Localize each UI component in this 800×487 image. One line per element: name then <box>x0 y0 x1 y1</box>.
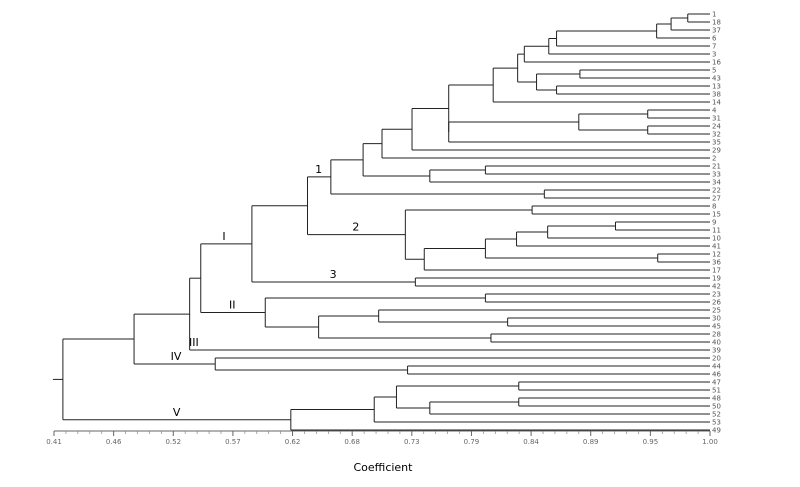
leaf-label: 28 <box>712 331 721 339</box>
leaf-label: 38 <box>712 91 721 99</box>
leaf-label: 1 <box>712 11 716 19</box>
leaf-label: 18 <box>712 19 721 27</box>
leaf-labels-layer: 1183767316543133814431243235292213334222… <box>712 11 721 435</box>
clade-label: 1 <box>315 163 322 176</box>
leaf-label: 35 <box>712 139 721 147</box>
leaf-label: 8 <box>712 203 716 211</box>
leaf-label: 4 <box>712 107 717 115</box>
leaf-label: 41 <box>712 243 721 251</box>
x-tick-label: 0.52 <box>165 438 181 446</box>
leaf-label: 29 <box>712 147 721 155</box>
leaf-label: 25 <box>712 307 721 315</box>
leaf-label: 50 <box>712 403 721 411</box>
leaf-label: 5 <box>712 67 716 75</box>
leaf-label: 33 <box>712 171 721 179</box>
leaf-label: 37 <box>712 27 721 35</box>
leaf-label: 2 <box>712 155 716 163</box>
leaf-label: 19 <box>712 275 721 283</box>
x-axis: 0.41 0.46 0.52 0.57 0.62 0.68 0.73 0.79 0.84 0.89… <box>46 430 718 446</box>
leaf-label: 49 <box>712 427 721 435</box>
leaf-label: 47 <box>712 379 721 387</box>
clade-label: IV <box>171 350 182 363</box>
x-tick-label: 0.73 <box>404 438 420 446</box>
leaf-label: 24 <box>712 123 721 131</box>
x-axis-ticks: 0.41 0.46 0.52 0.57 0.62 0.68 0.73 0.79 0.84 0.89… <box>46 431 718 446</box>
leaf-label: 30 <box>712 315 721 323</box>
x-tick-label: 0.57 <box>225 438 241 446</box>
leaf-label: 7 <box>712 43 716 51</box>
leaf-label: 32 <box>712 131 721 139</box>
clade-label: III <box>189 336 199 349</box>
leaf-label: 17 <box>712 267 721 275</box>
branches-layer <box>52 13 710 431</box>
leaf-label: 27 <box>712 195 721 203</box>
leaf-label: 39 <box>712 347 721 355</box>
leaf-label: 10 <box>712 235 721 243</box>
leaf-label: 21 <box>712 163 721 171</box>
x-tick-label: 0.62 <box>285 438 301 446</box>
leaf-label: 15 <box>712 211 721 219</box>
leaf-label: 53 <box>712 419 721 427</box>
leaf-label: 34 <box>712 179 721 187</box>
leaf-label: 44 <box>712 363 721 371</box>
leaf-label: 48 <box>712 395 721 403</box>
leaf-label: 6 <box>712 35 717 43</box>
x-tick-label: 0.46 <box>106 438 122 446</box>
x-tick-label: 0.79 <box>464 438 480 446</box>
x-tick-label: 0.84 <box>523 438 539 446</box>
leaf-label: 43 <box>712 75 721 83</box>
leaf-label: 20 <box>712 355 721 363</box>
leaf-label: 45 <box>712 323 721 331</box>
leaf-label: 26 <box>712 299 721 307</box>
leaf-label: 22 <box>712 187 721 195</box>
clade-label: V <box>173 406 181 419</box>
leaf-label: 12 <box>712 251 721 259</box>
leaf-label: 36 <box>712 259 721 267</box>
leaf-label: 31 <box>712 115 721 123</box>
leaf-label: 23 <box>712 291 721 299</box>
clade-label: II <box>229 299 236 312</box>
leaf-label: 16 <box>712 59 721 67</box>
leaf-label: 51 <box>712 387 721 395</box>
x-tick-label: 0.95 <box>643 438 659 446</box>
leaf-label: 40 <box>712 339 721 347</box>
clade-label: I <box>222 230 225 243</box>
x-tick-label: 0.68 <box>344 438 360 446</box>
leaf-label: 52 <box>712 411 721 419</box>
x-tick-label: 0.89 <box>583 438 599 446</box>
clade-label: 2 <box>352 221 359 234</box>
x-tick-label: 0.41 <box>46 438 62 446</box>
leaf-label: 42 <box>712 283 721 291</box>
clade-label: 3 <box>330 268 337 281</box>
leaf-label: 14 <box>712 99 721 107</box>
x-axis-title: Coefficient <box>354 461 414 474</box>
leaf-label: 9 <box>712 219 716 227</box>
x-tick-label: 1.00 <box>702 438 718 446</box>
leaf-label: 46 <box>712 371 721 379</box>
leaf-label: 13 <box>712 83 721 91</box>
leaf-label: 3 <box>712 51 716 59</box>
leaf-label: 11 <box>712 227 721 235</box>
